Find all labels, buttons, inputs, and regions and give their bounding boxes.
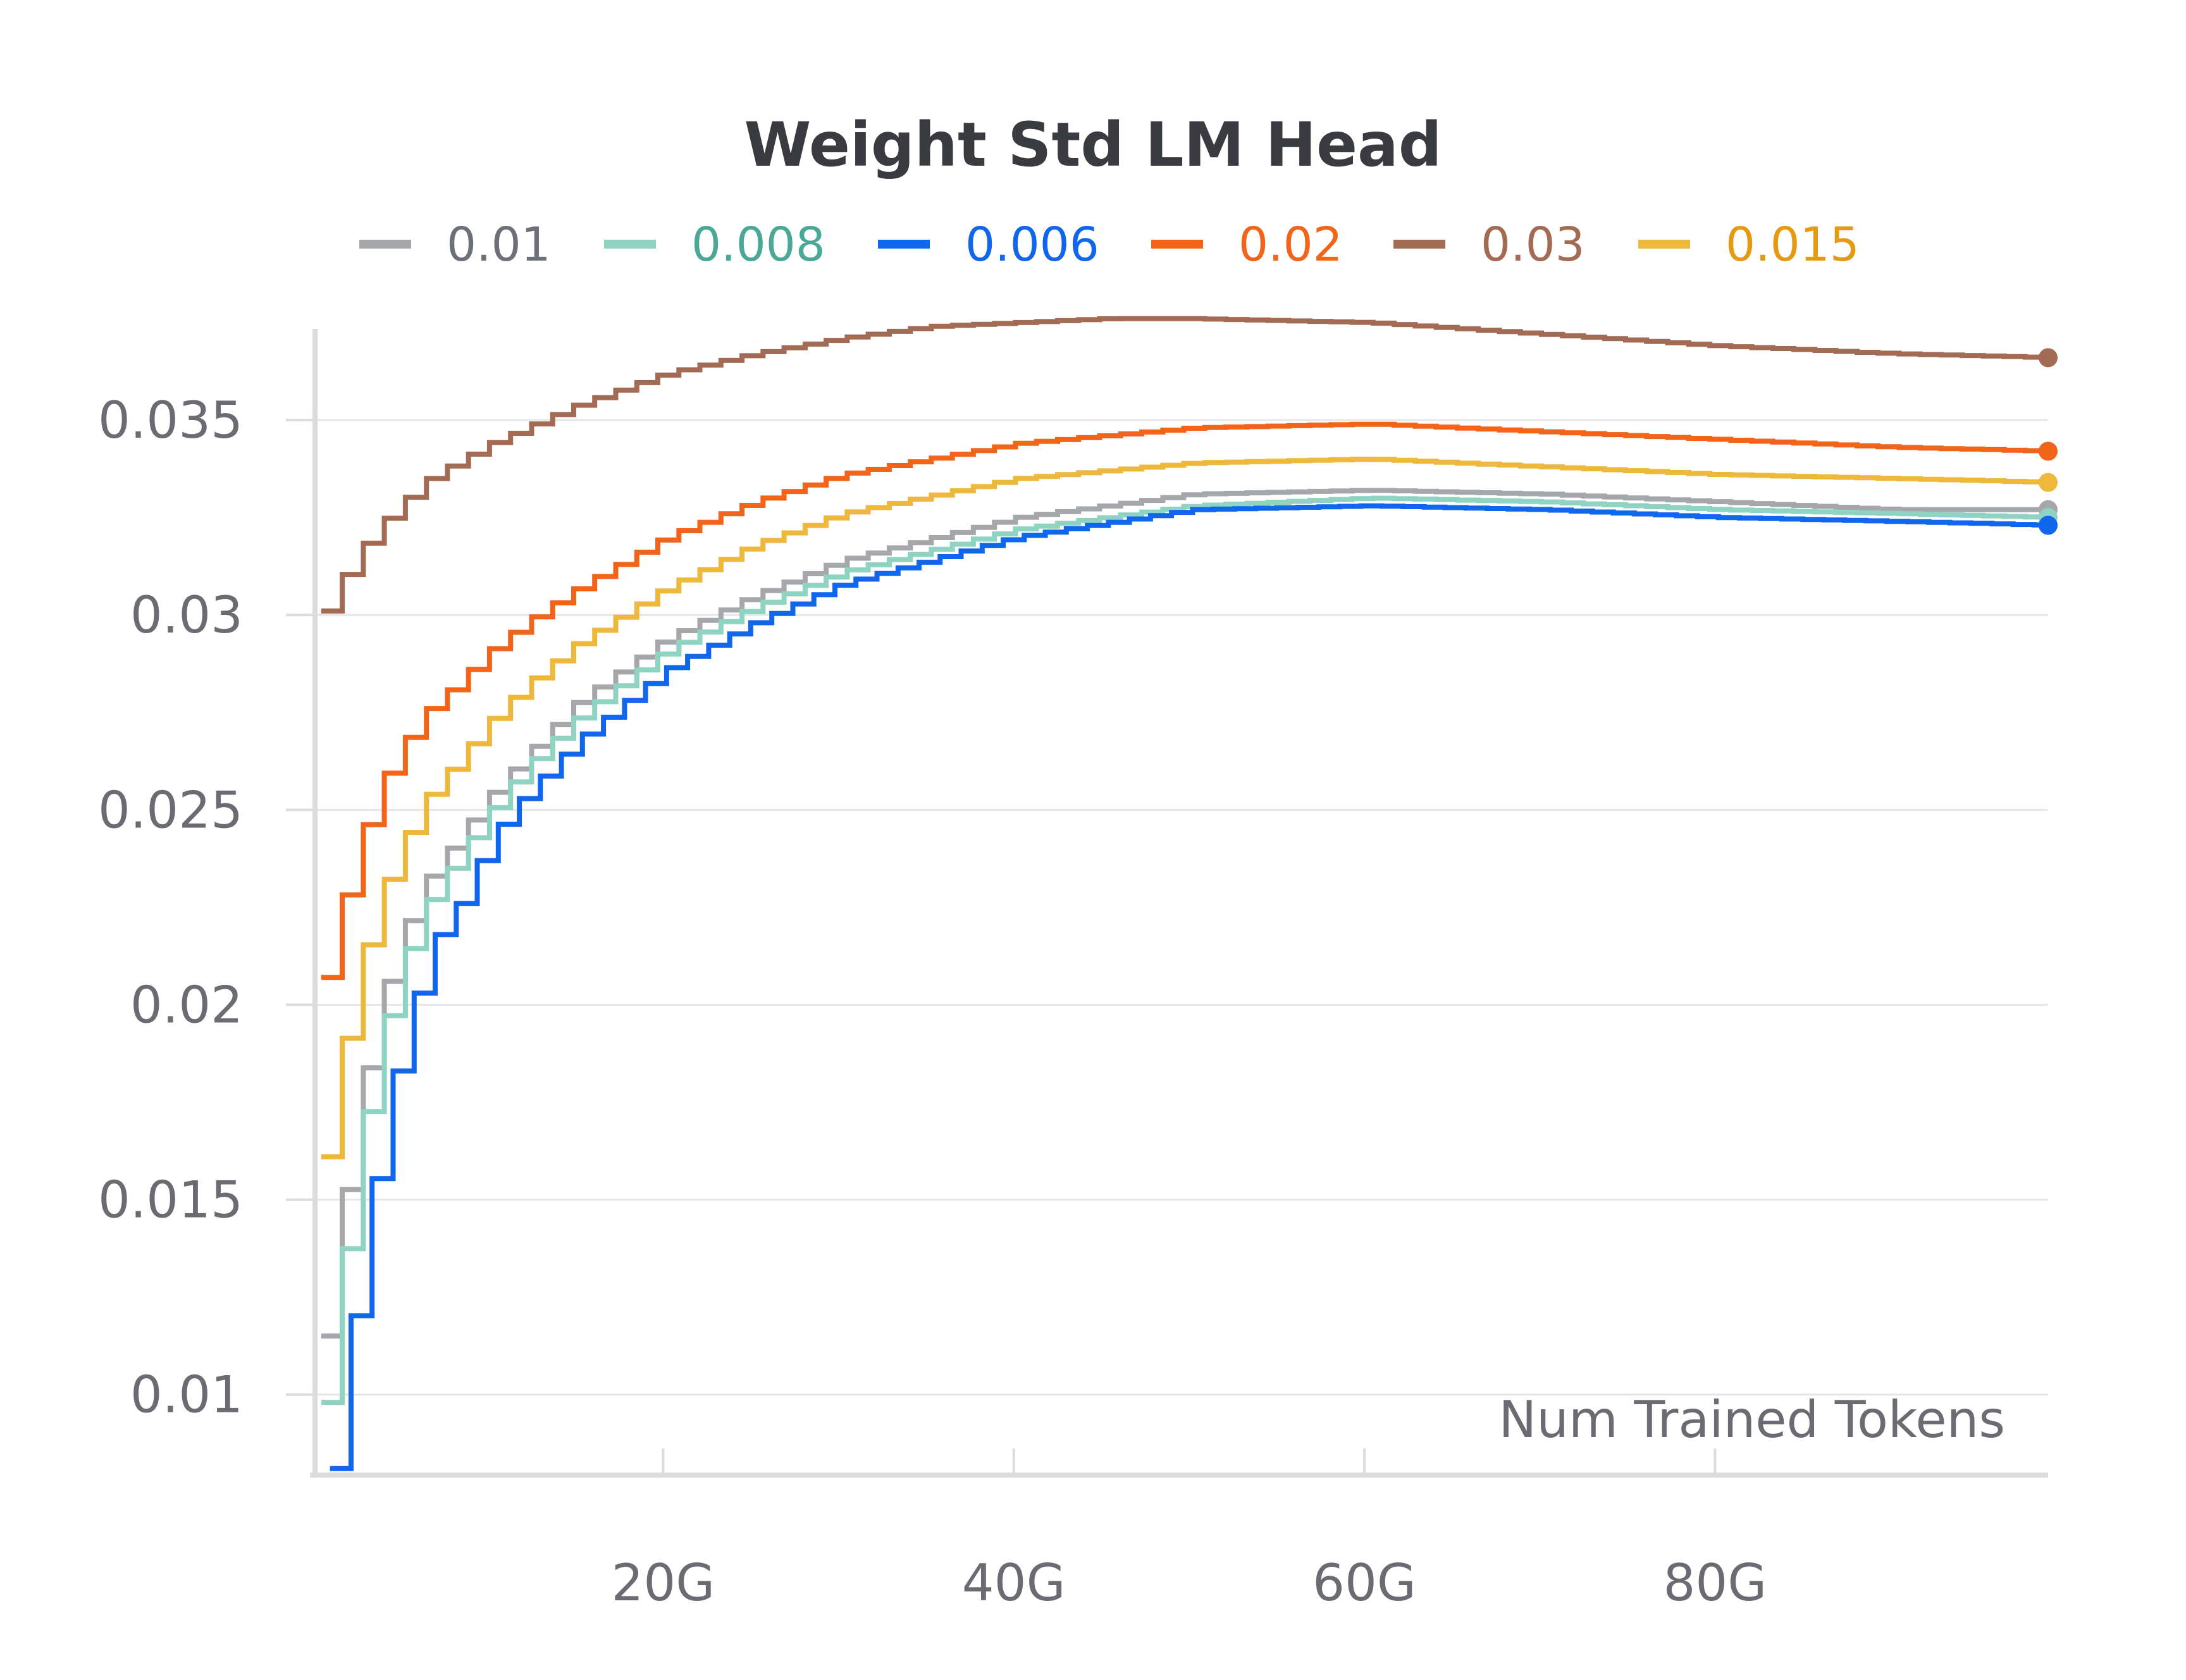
legend: 0.01 0.008 0.006 0.02 0.03 0.015 [359,218,1860,272]
series-endpoint [2039,472,2058,492]
series-line [321,316,2051,614]
legend-item[interactable]: 0.01 [359,218,551,272]
legend-label: 0.008 [691,218,825,272]
grid [300,419,2048,1396]
x-tick-label: 20G [611,1553,715,1612]
series-endpoint [2039,516,2058,535]
x-tick-label: 60G [1312,1553,1416,1612]
y-tick-label: 0.02 [130,975,243,1034]
series-endpoint [2039,442,2058,461]
legend-item[interactable]: 0.015 [1638,218,1860,272]
y-tick-label: 0.035 [98,391,243,450]
series-line [321,457,2051,1159]
y-tick-label: 0.03 [130,586,243,645]
x-axis-label: Num Trained Tokens [1498,1390,2005,1449]
series-line [321,488,2048,1339]
axes: 0.01 0.015 0.02 0.025 0.03 0.035 20G 40G 60G 80G [98,329,2048,1612]
x-tick-label: 80G [1663,1553,1767,1612]
series-line [321,421,2051,980]
legend-item[interactable]: 0.03 [1393,218,1585,272]
series-group [321,316,2058,1471]
legend-label: 0.015 [1726,218,1860,272]
chart-title: Weight Std LM Head [744,109,1442,180]
legend-label: 0.02 [1238,218,1343,272]
series-line [330,503,2051,1471]
legend-label: 0.03 [1481,218,1585,272]
legend-item[interactable]: 0.008 [604,218,825,272]
y-tick-label: 0.015 [98,1171,243,1230]
legend-item[interactable]: 0.02 [1151,218,1343,272]
legend-item[interactable]: 0.006 [878,218,1099,272]
x-tick-label: 40G [962,1553,1066,1612]
legend-label: 0.006 [965,218,1099,272]
series-endpoint [2039,348,2058,368]
series-line [321,495,2049,1405]
y-tick-label: 0.01 [130,1366,243,1424]
legend-label: 0.01 [447,218,551,272]
y-tick-label: 0.025 [98,781,243,839]
